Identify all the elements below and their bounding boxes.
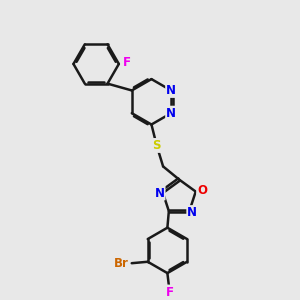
Text: N: N	[187, 206, 197, 219]
Text: O: O	[197, 184, 207, 196]
Text: S: S	[152, 139, 161, 152]
Text: Br: Br	[113, 257, 128, 270]
Text: F: F	[165, 286, 173, 298]
Text: F: F	[123, 56, 131, 69]
Text: N: N	[166, 107, 176, 120]
Text: N: N	[166, 84, 176, 97]
Text: N: N	[154, 187, 165, 200]
